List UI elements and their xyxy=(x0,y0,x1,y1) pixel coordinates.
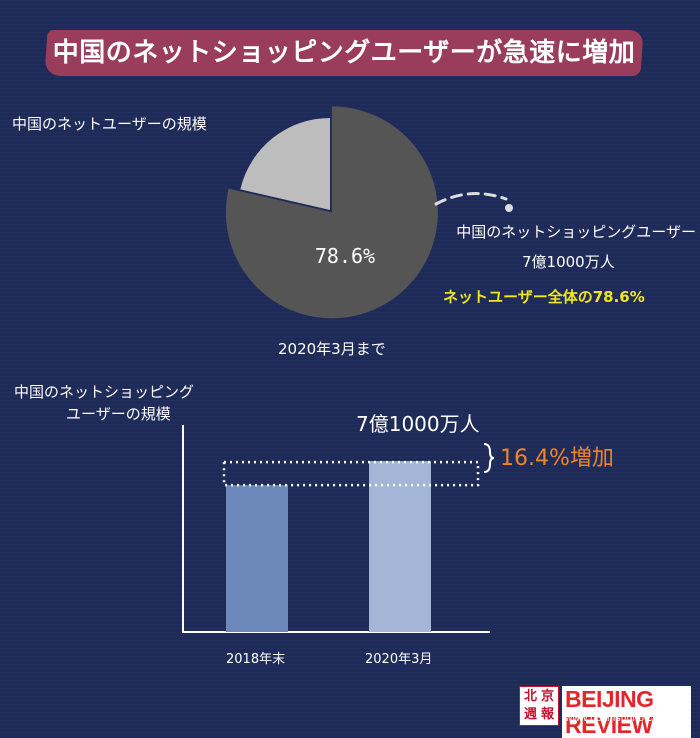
increase-label: 16.4%増加 xyxy=(500,446,614,471)
bar-category-label-2018: 2018年末 xyxy=(226,652,286,667)
bar-chart-title: 中国のネットショッピング ユーザーの規模 xyxy=(14,381,194,425)
pie-chart-title: 中国のネットユーザーの規模 xyxy=(12,115,207,133)
pie-date-label: 2020年3月まで xyxy=(278,340,386,358)
beijing-review-logo: 北 京 週 報 BEIJING REVIEW www.pekinshuho.co… xyxy=(519,686,691,738)
logo-url: www.pekinshuho.com xyxy=(565,713,668,724)
callout-connector xyxy=(434,192,508,206)
increase-brace xyxy=(483,443,495,473)
bar-2020 xyxy=(369,461,431,632)
bar-chart-title-line-1: 中国のネットショッピング xyxy=(14,383,195,401)
logo-seal: 北 京 週 報 xyxy=(519,686,559,726)
increase-range-box xyxy=(222,460,480,487)
logo-char-3: 週 xyxy=(524,707,538,722)
pie-slice-shopping-users xyxy=(225,106,438,319)
bar-chart-title-line-2: ユーザーの規模 xyxy=(66,405,171,423)
callout-value: 7億1000万人 xyxy=(522,253,615,271)
logo-char-4: 報 xyxy=(541,707,555,722)
logo-char-2: 京 xyxy=(541,689,555,704)
pie-slice-others xyxy=(240,118,330,210)
logo-name: BEIJING REVIEW xyxy=(562,686,691,738)
callout-label: 中国のネットショッピングユーザー xyxy=(456,223,696,241)
bar-category-label-2020: 2020年3月 xyxy=(365,652,433,667)
logo-char-1: 北 xyxy=(524,689,538,704)
page-title: 中国のネットショッピングユーザーが急速に増加 xyxy=(52,38,636,68)
callout-dot xyxy=(505,204,513,212)
pie-percentage-label: 78.6% xyxy=(315,244,375,268)
callout-share: ネットユーザー全体の78.6% xyxy=(443,288,645,306)
bar-2018 xyxy=(226,485,288,632)
bar-value-label-2020: 7億1000万人 xyxy=(356,412,480,436)
